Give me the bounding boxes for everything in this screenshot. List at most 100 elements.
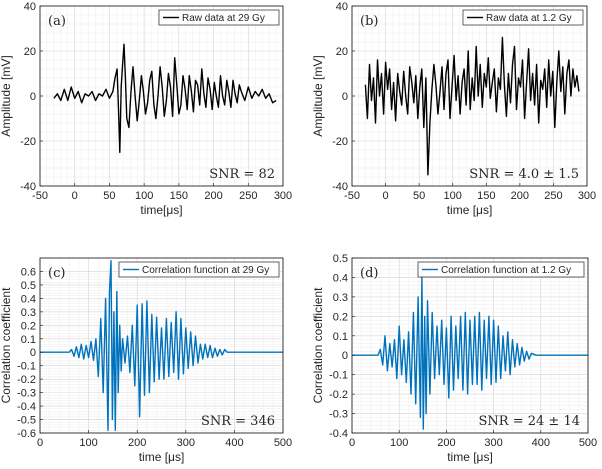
- x-tick-label: 0: [72, 190, 78, 202]
- x-tick-label: 100: [390, 437, 408, 449]
- x-tick-label: 500: [274, 437, 292, 449]
- y-tick-label: -0.1: [329, 370, 348, 382]
- y-tick-label: 0.2: [333, 311, 348, 323]
- x-tick-label: 100: [135, 190, 153, 202]
- y-axis-label: Amplitude [mV]: [0, 55, 13, 136]
- x-axis-label: time [μs]: [447, 450, 493, 464]
- x-tick-label: 300: [177, 437, 195, 449]
- plot-area: [40, 258, 283, 433]
- series-line: [364, 36, 580, 176]
- legend: Correlation function at 29 Gy: [118, 261, 280, 278]
- legend: Correlation function at 1.2 Gy: [417, 261, 585, 278]
- x-tick-label: -50: [344, 190, 360, 202]
- y-tick-label: 0.4: [21, 293, 36, 305]
- y-axis-label: Amplitude [mV]: [311, 55, 325, 136]
- y-tick-label: 0.2: [21, 320, 36, 332]
- y-tick-label: 0.6: [21, 266, 36, 278]
- x-tick-label: 250: [544, 190, 562, 202]
- y-tick-label: 40: [24, 1, 36, 13]
- y-tick-label: 0.1: [21, 334, 36, 346]
- x-tick-label: 400: [225, 437, 243, 449]
- y-tick-label: 0: [342, 91, 348, 103]
- chart-panel-c: 0 100 200 300 400 500 -0.6-0.5 -0.4-0.3 -0.2-0.1…: [0, 257, 292, 464]
- legend-label: Correlation function at 1.2 Gy: [441, 265, 571, 276]
- snr-annotation: SNR = 4.0 ± 1.5: [469, 167, 579, 182]
- axes-frame: [39, 257, 284, 434]
- series-line: [40, 260, 283, 431]
- legend-label: Raw data at 29 Gy: [182, 13, 265, 24]
- y-tick-label: 0: [342, 350, 348, 362]
- plot-area: [352, 258, 588, 433]
- x-tick-label: 300: [484, 437, 502, 449]
- y-tick-label: -40: [20, 181, 36, 193]
- y-tick-label: -0.4: [17, 401, 36, 413]
- y-tick-label: 0.1: [333, 331, 348, 343]
- snr-annotation: SNR = 24 ± 14: [479, 414, 580, 429]
- y-tick-label: -0.3: [17, 388, 36, 400]
- chart-panel-d: 0 100 200 300 400 500 -0.4 -0.3 -0.2 -0.1 0 0.1 0.2 0…: [311, 253, 597, 464]
- y-tick-label: 20: [336, 46, 348, 58]
- x-tick-label: 300: [274, 190, 292, 202]
- y-tick-label: 0.3: [21, 307, 36, 319]
- x-tick-label: 0: [383, 190, 389, 202]
- legend: Raw data at 1.2 Gy: [462, 9, 584, 26]
- y-tick-label: -0.5: [17, 415, 36, 427]
- y-axis-label: Correlation coefficient: [311, 287, 325, 404]
- y-tick-label: 40: [336, 1, 348, 13]
- y-tick-label: 0: [30, 91, 36, 103]
- series-line: [352, 276, 588, 430]
- x-tick-label: -50: [32, 190, 48, 202]
- legend-box: [158, 9, 280, 26]
- y-tick-label: 0.5: [333, 253, 348, 265]
- x-tick-label: 50: [413, 190, 425, 202]
- x-axis-label: time [μs]: [139, 450, 185, 464]
- x-axis-label: time [μs]: [447, 203, 493, 217]
- y-tick-label: -0.3: [329, 409, 348, 421]
- panel-label: (c): [48, 266, 65, 281]
- x-tick-label: 500: [579, 437, 597, 449]
- y-tick-label: 0.4: [333, 272, 348, 284]
- snr-annotation: SNR = 346: [201, 414, 275, 429]
- x-tick-label: 200: [204, 190, 222, 202]
- x-axis-label: time[μs]: [140, 203, 182, 217]
- x-tick-label: 0: [37, 437, 43, 449]
- snr-annotation: SNR = 82: [209, 167, 275, 182]
- y-tick-label: 20: [24, 46, 36, 58]
- y-tick-label: -0.2: [329, 389, 348, 401]
- x-tick-label: 200: [511, 190, 529, 202]
- legend-label: Raw data at 1.2 Gy: [486, 13, 572, 24]
- x-tick-label: 150: [477, 190, 495, 202]
- y-tick-label: -0.4: [329, 428, 348, 440]
- axes-frame: [351, 257, 589, 434]
- x-tick-label: 200: [128, 437, 146, 449]
- x-tick-label: 250: [239, 190, 257, 202]
- y-tick-label: -40: [332, 181, 348, 193]
- legend: Raw data at 29 Gy: [158, 9, 280, 26]
- y-axis-label: Correlation coefficient: [0, 287, 13, 404]
- y-tick-label: -0.2: [17, 374, 36, 386]
- x-tick-label: 100: [444, 190, 462, 202]
- panel-label: (a): [48, 14, 66, 29]
- chart-panel-b: -50 0 50 100 150 200 250 300 -40 -20 0 20 40 time [μs…: [311, 1, 596, 217]
- y-tick-label: -0.6: [17, 428, 36, 440]
- x-tick-label: 400: [532, 437, 550, 449]
- legend-box: [462, 9, 584, 26]
- panel-label: (b): [360, 14, 378, 29]
- panel-label: (d): [360, 266, 378, 281]
- y-tick-label: -20: [332, 136, 348, 148]
- y-tick-label: 0.5: [21, 280, 36, 292]
- y-tick-label: -20: [20, 136, 36, 148]
- legend-label: Correlation function at 29 Gy: [142, 265, 269, 276]
- x-tick-label: 50: [103, 190, 115, 202]
- chart-panel-a: -50 0 50 100 150 200 250 300 -40 -20 0 20 40 time[μs]…: [0, 1, 292, 217]
- series-line: [53, 43, 277, 153]
- x-tick-label: 100: [79, 437, 97, 449]
- x-tick-label: 300: [578, 190, 596, 202]
- y-tick-label: 0.3: [333, 292, 348, 304]
- y-tick-label: 0: [30, 347, 36, 359]
- legend-box: [118, 261, 280, 278]
- x-tick-label: 0: [349, 437, 355, 449]
- x-tick-label: 150: [170, 190, 188, 202]
- legend-box: [417, 261, 585, 278]
